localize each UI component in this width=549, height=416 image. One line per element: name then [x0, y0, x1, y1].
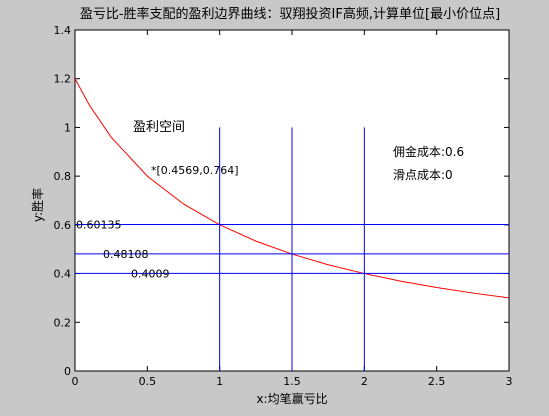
- x-tick-label: 0: [72, 375, 79, 388]
- y-tick-label: 0.2: [54, 316, 72, 329]
- y-axis-label: y:胜率: [30, 188, 45, 222]
- y-tick-label: 0: [64, 365, 71, 378]
- chart-title: 盈亏比-胜率支配的盈利边界曲线：驭翔投资IF高频,计算单位[最小价位点]: [80, 6, 500, 22]
- x-tick-label: 2: [361, 375, 368, 388]
- curve: [74, 78, 510, 299]
- y-tick-label: 0.6: [54, 219, 72, 232]
- annotation: 滑点成本:0: [393, 168, 453, 182]
- x-tick-label: 1: [216, 375, 223, 388]
- annotation: 佣金成本:0.6: [393, 144, 464, 159]
- annotation: *[0.4569,0.764]: [151, 164, 239, 177]
- y-tick-label: 0.4: [54, 268, 72, 281]
- x-axis-label: x:均笔赢亏比: [256, 391, 327, 406]
- x-tick-label: 0.5: [139, 375, 157, 388]
- h-line-label: 0.60135: [76, 219, 122, 232]
- y-tick-label: 1.2: [54, 73, 72, 86]
- y-tick-label: 0.8: [54, 170, 72, 183]
- x-tick-label: 3: [506, 375, 513, 388]
- h-line-label: 0.4009: [131, 267, 170, 280]
- x-tick-label: 2.5: [428, 375, 446, 388]
- x-tick-label: 1.5: [283, 375, 301, 388]
- annotation: 盈利空间: [133, 120, 185, 135]
- y-tick-label: 1.4: [54, 24, 72, 37]
- y-tick-label: 1: [64, 121, 71, 134]
- h-line-label: 0.48108: [103, 248, 149, 261]
